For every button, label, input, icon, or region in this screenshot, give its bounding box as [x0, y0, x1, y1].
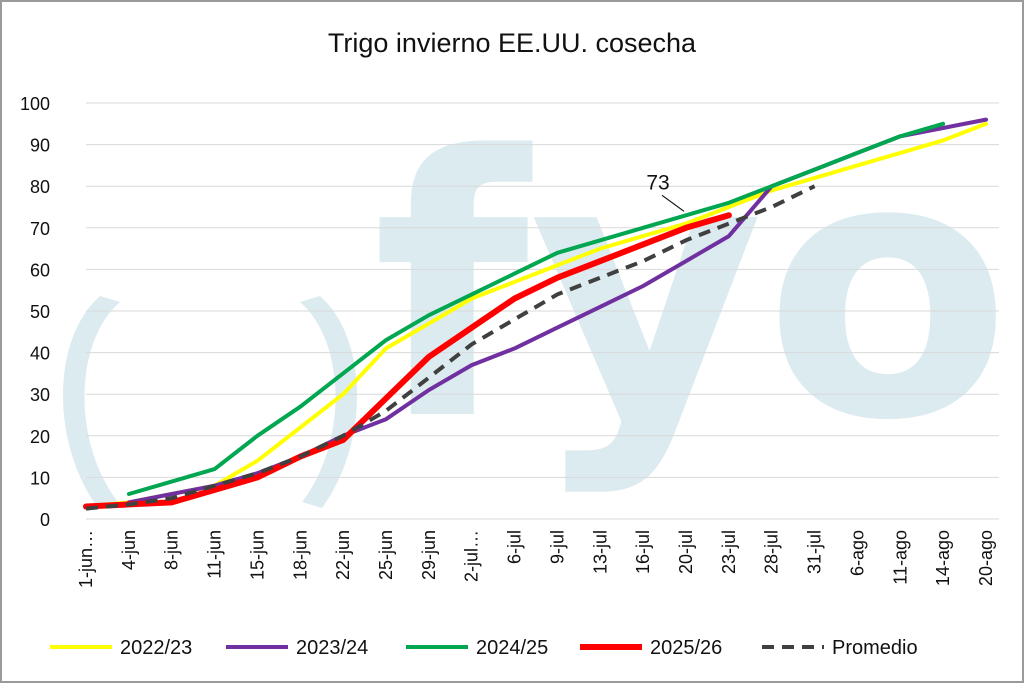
y-tick-label: 10: [30, 468, 50, 488]
x-tick-label: 22-jun: [333, 530, 353, 580]
legend-label: 2024/25: [476, 637, 548, 659]
x-tick-label: 2-jul…: [462, 530, 482, 582]
series-line-2025-26: [83, 212, 732, 510]
series-line-2022-23: [84, 121, 988, 509]
chart-title: Trigo invierno EE.UU. cosecha: [328, 28, 697, 58]
legend-label: Promedio: [832, 637, 918, 659]
x-tick-label: 20-jul: [676, 530, 696, 574]
y-tick-label: 60: [30, 260, 50, 280]
y-tick-label: 90: [30, 136, 50, 156]
x-tick-label: 11-ago: [890, 530, 910, 585]
watermark-left-paren: [62, 296, 120, 508]
annotation-leader: [661, 194, 685, 212]
x-tick-label: 18-jun: [290, 530, 310, 580]
legend-label: 2022/23: [120, 637, 192, 659]
x-tick-label: 28-jul: [762, 530, 782, 574]
x-tick-label: 9-jul: [547, 530, 567, 564]
legend-label: 2023/24: [296, 637, 368, 659]
y-tick-label: 40: [30, 344, 50, 364]
x-tick-label: 14-ago: [933, 530, 953, 586]
y-axis-ticks: 0 10 20 30 40 50 60 70 80 90 100: [20, 94, 50, 530]
legend: 2022/23 2023/24 2024/25 2025/26 Promedio: [50, 637, 918, 659]
y-tick-label: 30: [30, 385, 50, 405]
x-tick-label: 11-jun: [205, 530, 225, 579]
series-line-promedio: [85, 184, 816, 511]
y-tick-label: 20: [30, 427, 50, 447]
x-tick-label: 23-jul: [719, 530, 739, 574]
y-tick-label: 70: [30, 219, 50, 239]
x-axis-ticks: 1-jun… 4-jun 8-jun 11-jun 15-jun 18-jun 22-jun…: [76, 530, 996, 588]
legend-label: 2025/26: [650, 637, 722, 659]
x-tick-label: 25-jun: [376, 530, 396, 580]
x-tick-label: 1-jun…: [76, 530, 96, 588]
annotation-label: 73: [646, 171, 669, 194]
annotations: 73: [646, 171, 685, 212]
x-tick-label: 13-jul: [590, 530, 610, 574]
x-tick-label: 6-ago: [847, 530, 867, 576]
series-lines: [83, 117, 988, 511]
x-tick-label: 15-jun: [247, 530, 267, 580]
x-tick-label: 31-jul: [805, 530, 825, 574]
x-tick-label: 8-jun: [162, 530, 182, 570]
y-tick-label: 0: [40, 510, 50, 530]
y-tick-label: 100: [20, 94, 50, 114]
watermark-right-paren: [300, 296, 358, 508]
series-line-2024-25: [126, 121, 946, 496]
y-tick-label: 80: [30, 177, 50, 197]
x-tick-label: 4-jun: [119, 530, 139, 570]
x-tick-label: 16-jul: [633, 530, 653, 574]
x-tick-label: 29-jun: [419, 530, 439, 580]
x-tick-label: 6-jul: [505, 530, 525, 564]
x-tick-label: 20-ago: [976, 530, 996, 586]
y-tick-label: 50: [30, 302, 50, 322]
